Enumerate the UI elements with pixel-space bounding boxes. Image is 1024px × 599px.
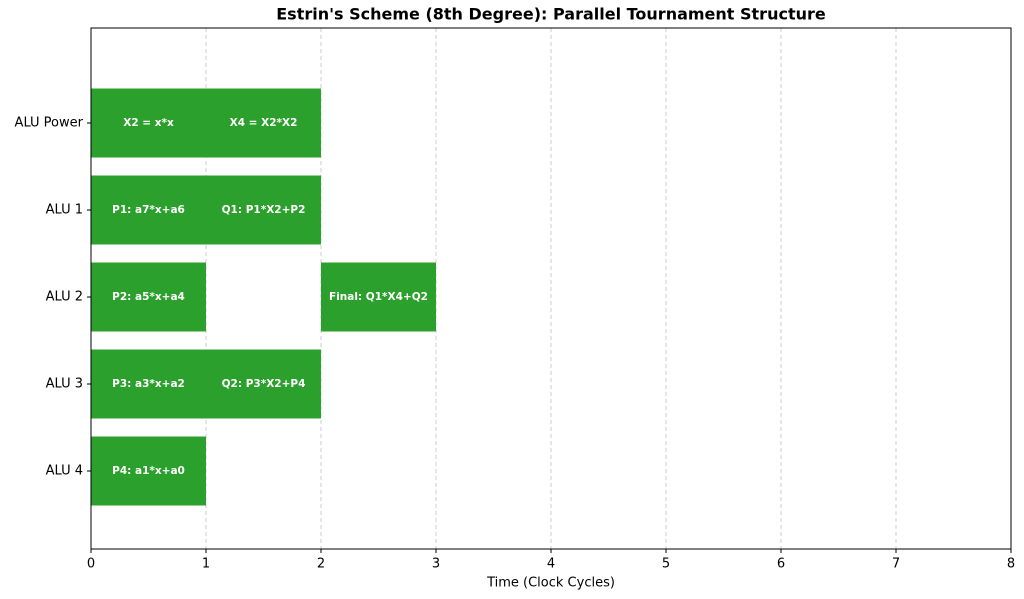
task-bar bbox=[91, 436, 206, 506]
y-tick-label: ALU Power bbox=[15, 116, 84, 131]
task-label: Q1: P1*X2+P2 bbox=[222, 204, 306, 216]
task-label: P3: a3*x+a2 bbox=[112, 378, 185, 390]
task-label: X4 = X2*X2 bbox=[230, 117, 298, 129]
x-tick-label: 0 bbox=[87, 557, 95, 572]
y-tick-label: ALU 4 bbox=[46, 464, 83, 479]
task-label: X2 = x*x bbox=[123, 117, 174, 129]
task-label: P1: a7*x+a6 bbox=[112, 204, 185, 216]
x-tick-label: 4 bbox=[547, 557, 555, 572]
x-tick-label: 7 bbox=[892, 557, 900, 572]
chart-title: Estrin's Scheme (8th Degree): Parallel T… bbox=[276, 5, 826, 24]
task-label: P4: a1*x+a0 bbox=[112, 465, 185, 477]
task-bar bbox=[91, 349, 206, 419]
y-tick-label: ALU 1 bbox=[46, 203, 83, 218]
task-label: Final: Q1*X4+Q2 bbox=[329, 291, 428, 303]
task-bar bbox=[206, 88, 321, 158]
x-tick-label: 8 bbox=[1007, 557, 1015, 572]
task-bar bbox=[206, 175, 321, 245]
plot-frame bbox=[90, 27, 1012, 550]
task-bar bbox=[321, 262, 436, 332]
task-bar bbox=[206, 349, 321, 419]
task-bar bbox=[91, 262, 206, 332]
x-tick-label: 6 bbox=[777, 557, 785, 572]
y-tick-label: ALU 2 bbox=[46, 290, 83, 305]
task-label: Q2: P3*X2+P4 bbox=[222, 378, 306, 390]
task-label: P2: a5*x+a4 bbox=[112, 291, 185, 303]
y-tick-label: ALU 3 bbox=[46, 377, 83, 392]
task-bar bbox=[91, 175, 206, 245]
x-tick-label: 2 bbox=[317, 557, 325, 572]
x-tick-label: 1 bbox=[202, 557, 210, 572]
x-tick-label: 3 bbox=[432, 557, 440, 572]
task-bar bbox=[91, 88, 206, 158]
x-tick-label: 5 bbox=[662, 557, 670, 572]
x-axis-label: Time (Clock Cycles) bbox=[486, 576, 615, 591]
